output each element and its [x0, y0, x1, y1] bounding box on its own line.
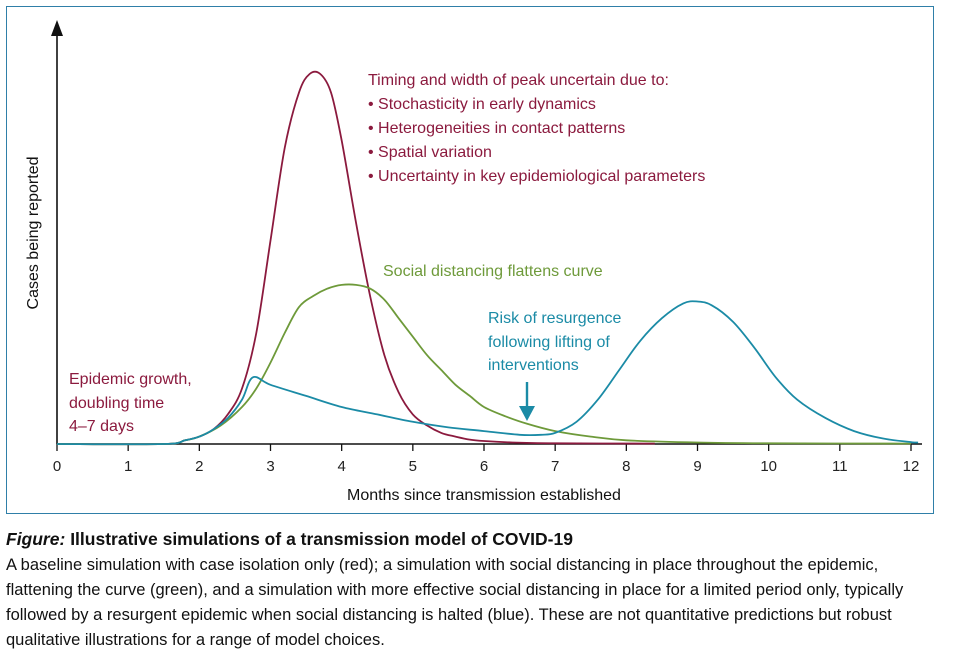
caption-title-text: Illustrative simulations of a transmissi… — [70, 529, 573, 549]
series-layer — [56, 70, 919, 446]
chart: 0 1 2 3 4 5 6 7 8 9 10 11 12 Months since transmissi… — [25, 20, 922, 504]
x-tick-label: 6 — [480, 458, 488, 475]
x-tick-label: 5 — [409, 458, 417, 475]
figure-caption: Figure: Illustrative simulations of a tr… — [6, 528, 946, 653]
x-tick-label: 9 — [693, 458, 701, 475]
peak-annotation: Timing and width of peak uncertain due t… — [368, 72, 705, 185]
peak-annotation-item: • Uncertainty in key epidemiological par… — [368, 168, 705, 185]
series-line-green — [56, 283, 912, 446]
resurgence-annotation-line: interventions — [488, 357, 579, 374]
caption-body: A baseline simulation with case isolatio… — [6, 556, 904, 649]
caption-lead: Figure: — [6, 529, 66, 549]
x-ticks: 0 1 2 3 4 5 6 7 8 9 10 11 12 — [53, 444, 920, 475]
growth-annotation-line: Epidemic growth, — [69, 371, 192, 388]
x-tick-label: 8 — [622, 458, 630, 475]
resurgence-annotation: Risk of resurgence following lifting of … — [488, 310, 621, 374]
growth-annotation-line: doubling time — [69, 395, 164, 412]
resurgence-annotation-line: Risk of resurgence — [488, 310, 621, 327]
x-tick-label: 12 — [903, 458, 920, 475]
x-tick-label: 4 — [337, 458, 345, 475]
caption-title: Figure: Illustrative simulations of a tr… — [6, 528, 946, 550]
x-tick-label: 0 — [53, 458, 61, 475]
x-tick-label: 2 — [195, 458, 203, 475]
x-tick-label: 3 — [266, 458, 274, 475]
flatten-annotation: Social distancing flattens curve — [383, 263, 603, 280]
resurgence-annotation-line: following lifting of — [488, 334, 610, 351]
x-tick-label: 7 — [551, 458, 559, 475]
peak-annotation-item: • Stochasticity in early dynamics — [368, 96, 596, 113]
peak-annotation-item: • Heterogeneities in contact patterns — [368, 120, 625, 137]
x-tick-label: 1 — [124, 458, 132, 475]
x-tick-label: 11 — [832, 458, 848, 475]
series-line-blue — [56, 300, 919, 446]
y-axis-arrow-icon — [51, 20, 63, 36]
peak-annotation-title: Timing and width of peak uncertain due t… — [368, 72, 669, 89]
y-axis-label: Cases being reported — [25, 157, 42, 310]
peak-annotation-item: • Spatial variation — [368, 144, 492, 161]
growth-annotation-line: 4–7 days — [69, 418, 134, 435]
x-tick-label: 10 — [760, 458, 777, 475]
growth-annotation: Epidemic growth, doubling time 4–7 days — [69, 371, 192, 435]
resurgence-arrow-icon — [519, 406, 535, 421]
x-axis-label: Months since transmission established — [347, 487, 621, 504]
